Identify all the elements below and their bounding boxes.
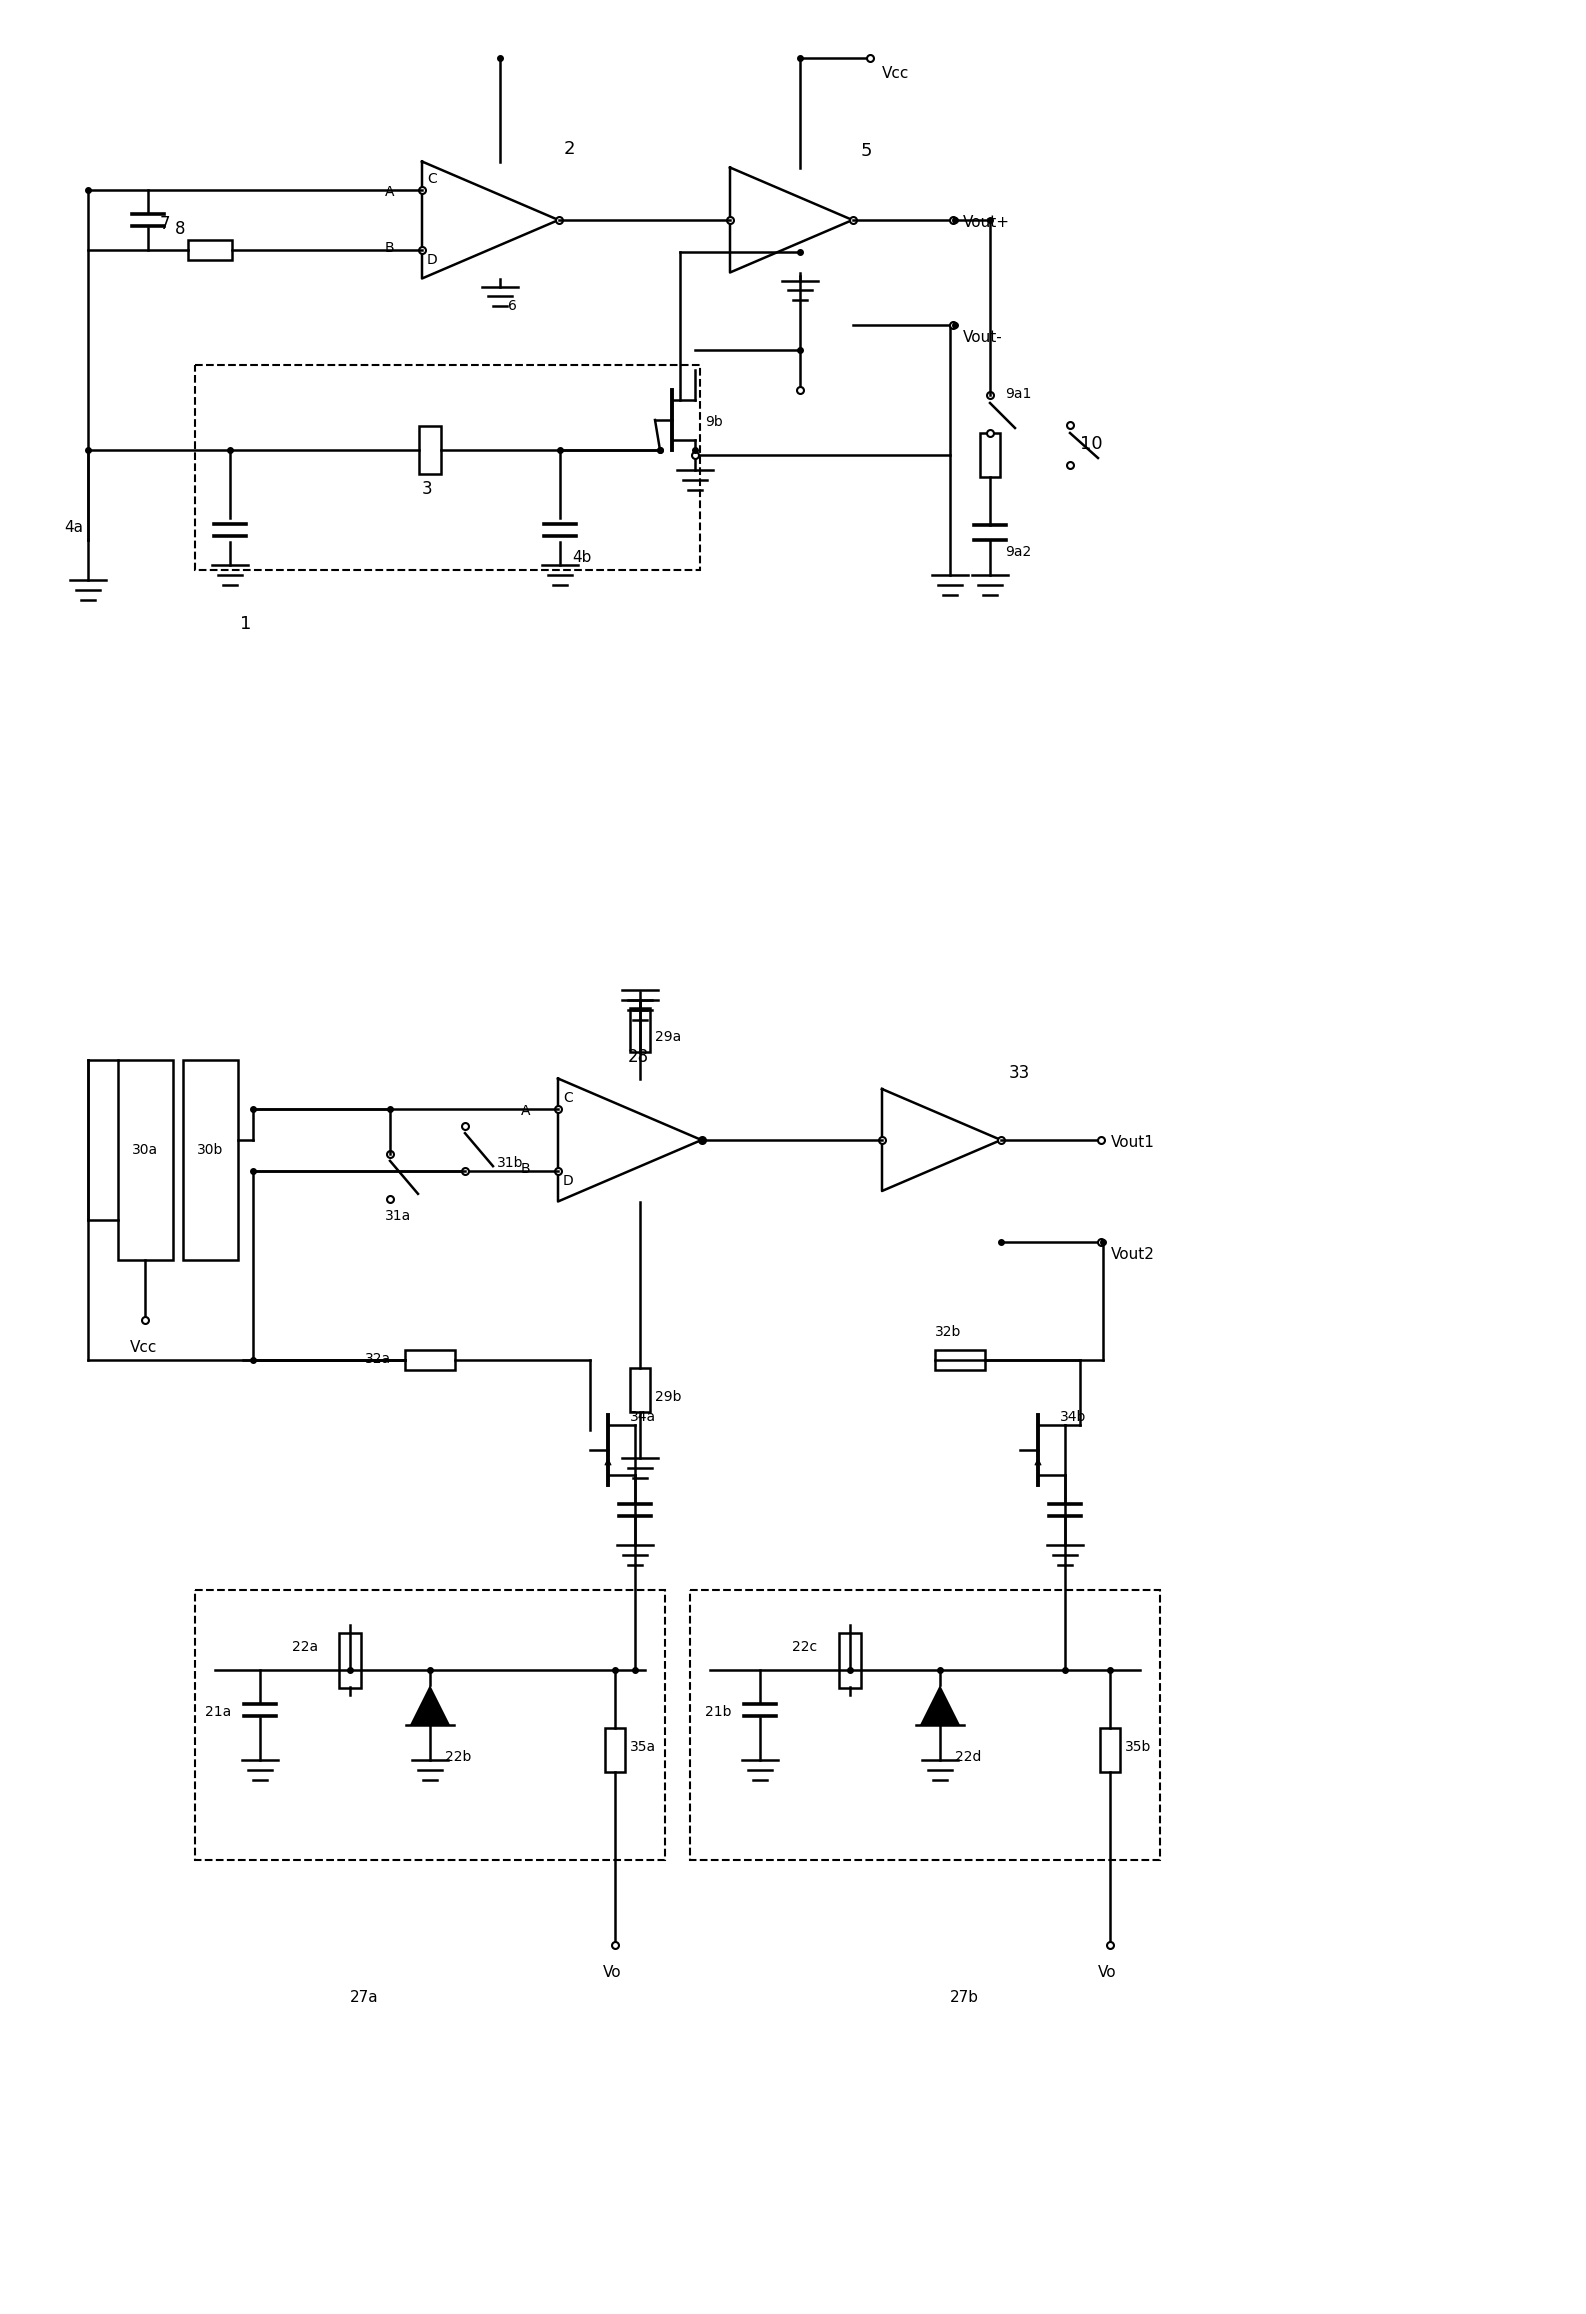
Bar: [690, 1590, 1159, 1860]
Text: 21b: 21b: [706, 1705, 731, 1719]
Text: B: B: [520, 1162, 530, 1176]
Text: 30b: 30b: [197, 1143, 224, 1157]
Text: 32a: 32a: [365, 1351, 392, 1365]
Text: 5: 5: [861, 143, 872, 160]
Text: 4b: 4b: [573, 551, 592, 565]
Text: 34a: 34a: [630, 1409, 657, 1423]
Text: 29b: 29b: [655, 1391, 682, 1405]
Text: A: A: [520, 1104, 530, 1118]
Bar: [195, 366, 699, 569]
Text: 21a: 21a: [205, 1705, 232, 1719]
Bar: [604, 1729, 625, 1773]
Text: C: C: [427, 171, 436, 187]
Text: Vcc: Vcc: [130, 1340, 157, 1356]
Bar: [1101, 1729, 1120, 1773]
Text: Vout2: Vout2: [1112, 1247, 1155, 1261]
Text: 22c: 22c: [791, 1641, 817, 1655]
Text: 6: 6: [508, 299, 517, 312]
Text: Vo: Vo: [603, 1965, 622, 1981]
Text: 3: 3: [422, 479, 433, 498]
Polygon shape: [920, 1685, 960, 1724]
Text: 33: 33: [1009, 1064, 1031, 1083]
Text: Vout-: Vout-: [963, 331, 1002, 345]
Text: C: C: [563, 1090, 573, 1104]
Text: 9b: 9b: [706, 414, 723, 428]
Bar: [936, 1349, 985, 1370]
Text: 1: 1: [239, 616, 251, 634]
Bar: [419, 426, 441, 474]
Text: 9a1: 9a1: [1006, 386, 1031, 400]
Bar: [404, 1349, 455, 1370]
Text: 34b: 34b: [1059, 1409, 1086, 1423]
Bar: [630, 1009, 650, 1053]
Text: Vcc: Vcc: [882, 67, 909, 81]
Text: B: B: [384, 241, 393, 255]
Bar: [195, 1590, 665, 1860]
Text: 9a2: 9a2: [1006, 546, 1031, 560]
Polygon shape: [411, 1685, 450, 1724]
Text: 8: 8: [174, 220, 186, 238]
Text: Vo: Vo: [1098, 1965, 1117, 1981]
Text: 30a: 30a: [132, 1143, 159, 1157]
Bar: [630, 1368, 650, 1412]
Text: 2: 2: [563, 139, 576, 157]
Text: 4a: 4a: [63, 521, 82, 535]
Text: 22b: 22b: [446, 1749, 471, 1763]
Text: 22d: 22d: [955, 1749, 982, 1763]
Bar: [189, 241, 232, 259]
Bar: [839, 1634, 861, 1687]
Text: 35b: 35b: [1124, 1740, 1151, 1754]
Text: 29a: 29a: [655, 1030, 682, 1044]
Bar: [182, 1060, 238, 1261]
Bar: [117, 1060, 173, 1261]
Bar: [980, 433, 1001, 477]
Text: Vout1: Vout1: [1112, 1134, 1155, 1150]
Text: 28: 28: [628, 1048, 649, 1067]
Text: D: D: [427, 252, 438, 266]
Text: 7: 7: [160, 215, 171, 234]
Text: 35a: 35a: [630, 1740, 657, 1754]
Text: D: D: [563, 1173, 574, 1187]
Text: 32b: 32b: [936, 1326, 961, 1340]
Bar: [339, 1634, 362, 1687]
Text: 10: 10: [1080, 435, 1102, 454]
Text: 31b: 31b: [496, 1157, 523, 1171]
Text: 22a: 22a: [292, 1641, 319, 1655]
Text: Vout+: Vout+: [963, 215, 1010, 229]
Text: 27a: 27a: [351, 1990, 379, 2004]
Text: 27b: 27b: [950, 1990, 979, 2004]
Text: A: A: [384, 185, 393, 199]
Text: 31a: 31a: [385, 1208, 411, 1222]
